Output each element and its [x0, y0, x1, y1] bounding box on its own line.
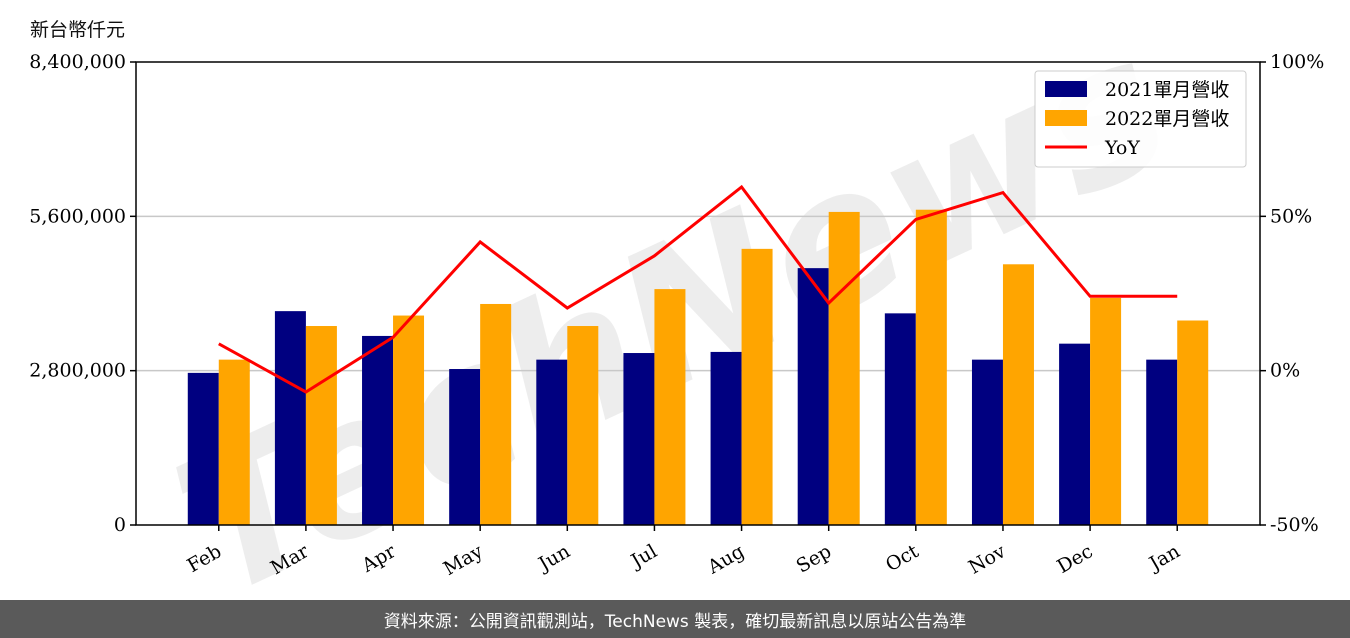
- bar-2022-jun: [567, 326, 599, 525]
- bar-2022-mar: [305, 326, 337, 525]
- plot-frame: [135, 61, 1261, 526]
- bar-2022-nov: [1002, 264, 1034, 525]
- bar-2021-jun: [536, 359, 568, 525]
- bar-2022-sep: [828, 211, 860, 525]
- bar-2022-feb: [218, 359, 250, 525]
- x-tick-label: Jul: [626, 540, 661, 573]
- y-tick-label: 2,800,000: [29, 360, 126, 382]
- x-tick-label: Jun: [533, 540, 574, 576]
- bar-2022-dec: [1090, 297, 1122, 525]
- bar-2021-apr: [362, 335, 394, 525]
- legend-swatch-2021: [1045, 81, 1087, 97]
- legend-label-yoy: YoY: [1104, 137, 1140, 159]
- y-axis-unit-label: 新台幣仟元: [30, 19, 126, 41]
- legend-label-2021: 2021單月營收: [1105, 79, 1229, 101]
- legend-box: [1034, 70, 1247, 168]
- bar-2022-jan: [1177, 320, 1209, 525]
- x-tick-label: Dec: [1053, 540, 1096, 578]
- bars: [187, 209, 1209, 525]
- legend: 2021單月營收 2022單月營收 YoY: [1034, 70, 1247, 168]
- bar-2021-jul: [623, 353, 655, 525]
- bar-2022-may: [480, 303, 512, 525]
- bar-2021-sep: [797, 268, 829, 525]
- y-tick-label: 0: [114, 514, 126, 536]
- bar-2022-aug: [741, 248, 773, 525]
- bar-2021-oct: [884, 313, 916, 525]
- legend-label-2022: 2022單月營收: [1105, 108, 1229, 130]
- bar-2021-may: [449, 369, 481, 525]
- bar-2022-jul: [654, 289, 686, 525]
- revenue-chart: TechNews 02,800,0005,600,0008,400,000-50…: [29, 0, 1324, 600]
- bar-2021-feb: [187, 372, 219, 525]
- bar-2021-aug: [710, 351, 742, 525]
- x-tick-label: Oct: [882, 540, 923, 576]
- bar-2022-oct: [915, 209, 947, 525]
- y2-tick-label: 50%: [1270, 205, 1312, 227]
- bar-2021-jan: [1146, 359, 1178, 525]
- yoy-line-group: [218, 184, 1178, 394]
- source-footer: 資料來源：公開資訊觀測站，TechNews 製表，確切最新訊息以原站公告為準: [0, 600, 1350, 638]
- y2-tick-label: 100%: [1270, 51, 1324, 73]
- yoy-line: [218, 184, 1178, 394]
- y-tick-label: 8,400,000: [29, 51, 126, 73]
- x-tick-label: Jan: [1144, 540, 1184, 576]
- bar-2021-nov: [971, 359, 1003, 525]
- y2-tick-label: 0%: [1270, 360, 1300, 382]
- x-tick-label: Aug: [703, 540, 748, 579]
- bar-2021-mar: [274, 311, 306, 525]
- x-tick-label: Sep: [793, 540, 836, 577]
- x-tick-label: May: [440, 540, 487, 580]
- y2-tick-label: -50%: [1270, 514, 1319, 536]
- bar-2021-dec: [1059, 343, 1091, 525]
- legend-swatch-2022: [1045, 110, 1087, 126]
- y-tick-label: 5,600,000: [29, 205, 126, 227]
- x-tick-label: Nov: [965, 540, 1010, 579]
- bar-2022-apr: [393, 315, 425, 525]
